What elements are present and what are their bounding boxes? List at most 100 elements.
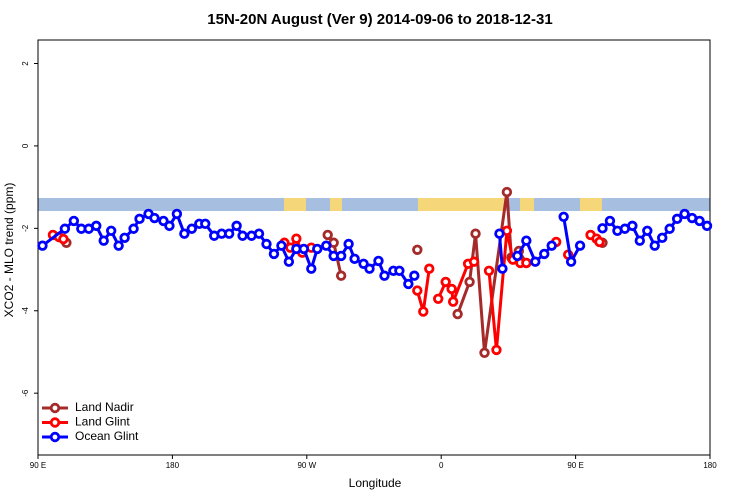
data-point	[179, 228, 190, 239]
data-point	[321, 240, 332, 251]
y-tick-label: -6	[21, 389, 30, 397]
data-point	[253, 228, 265, 239]
data-point	[649, 240, 660, 251]
data-point	[171, 208, 183, 220]
legend-marker	[49, 402, 61, 414]
plot-frame	[37, 39, 711, 456]
y-tick-label: 2	[21, 61, 30, 66]
data-point	[565, 256, 577, 267]
data-point	[164, 220, 175, 232]
x-tick-label: 90 E	[567, 461, 583, 470]
chart-title: 15N-20N August (Ver 9) 2014-09-06 to 201…	[207, 11, 552, 28]
legend-label: Land Nadir	[75, 400, 134, 414]
data-point	[483, 265, 495, 276]
data-point	[634, 235, 646, 246]
data-point	[657, 232, 668, 244]
data-point	[200, 218, 211, 230]
data-point	[494, 228, 505, 239]
data-point	[134, 213, 145, 225]
data-point	[409, 270, 420, 281]
x-tick-label: 180	[703, 461, 717, 470]
y-tick-label: -2	[21, 224, 30, 232]
data-point	[418, 306, 429, 317]
x-tick-label: 0	[439, 461, 444, 470]
data-point	[379, 270, 390, 281]
data-point	[433, 293, 444, 305]
data-point	[322, 229, 333, 241]
data-point	[539, 248, 550, 260]
data-point	[343, 238, 354, 250]
land-patch	[330, 198, 342, 211]
land-patch	[520, 198, 534, 211]
data-point	[491, 344, 502, 356]
data-point	[412, 285, 423, 296]
data-point	[671, 213, 683, 225]
land-patch	[580, 198, 602, 211]
data-point	[349, 253, 360, 265]
data-point	[283, 256, 295, 267]
data-point	[664, 223, 675, 234]
data-point	[479, 347, 490, 358]
data-point	[679, 208, 690, 220]
data-point	[312, 243, 323, 255]
legend-marker	[49, 417, 61, 428]
x-tick-label: 90 E	[30, 461, 46, 470]
data-point	[276, 240, 287, 251]
data-point	[530, 256, 541, 267]
data-point	[91, 220, 102, 232]
data-point	[231, 220, 242, 232]
data-point	[521, 257, 532, 269]
data-point	[424, 263, 435, 274]
data-point	[335, 250, 347, 262]
data-point	[440, 276, 451, 288]
data-point	[37, 240, 48, 251]
data-point	[627, 220, 638, 232]
data-point	[261, 238, 272, 250]
data-point	[452, 308, 463, 320]
data-point	[119, 232, 130, 244]
data-point	[149, 212, 160, 224]
data-point	[105, 225, 117, 237]
data-point	[306, 263, 317, 274]
y-axis-label: XCO2 - MLO trend (ppm)	[2, 183, 16, 318]
data-point	[59, 223, 71, 234]
data-point	[128, 223, 139, 234]
data-point	[298, 243, 310, 255]
y-tick-label: 0	[21, 143, 30, 148]
data-point	[694, 215, 705, 227]
data-point	[558, 211, 569, 222]
data-point	[186, 223, 198, 234]
data-point	[412, 244, 423, 255]
data-point	[521, 235, 532, 246]
data-point	[604, 215, 616, 227]
data-point	[446, 283, 457, 295]
data-point	[291, 233, 302, 244]
x-axis-label: Longitude	[349, 476, 402, 490]
ocean-band	[38, 198, 710, 211]
data-point	[642, 225, 653, 237]
legend-label: Land Glint	[75, 415, 130, 429]
data-point	[98, 235, 109, 246]
data-point	[470, 228, 481, 239]
data-point	[597, 223, 608, 234]
data-point	[403, 278, 414, 290]
data-point	[546, 240, 557, 251]
data-point	[364, 263, 375, 274]
data-point	[501, 186, 513, 198]
data-point	[468, 256, 480, 267]
data-point	[237, 230, 248, 241]
land-patch	[284, 198, 306, 211]
land-patch	[418, 198, 506, 211]
data-point	[223, 228, 235, 239]
data-point	[373, 255, 384, 267]
data-point	[464, 276, 475, 288]
map-band	[38, 198, 710, 211]
y-tick-label: -4	[21, 307, 30, 315]
data-point	[447, 296, 459, 307]
data-point	[113, 240, 124, 251]
data-point	[512, 250, 523, 262]
data-point	[268, 248, 280, 260]
legend-marker	[49, 431, 61, 443]
legend-label: Ocean Glint	[75, 429, 139, 443]
